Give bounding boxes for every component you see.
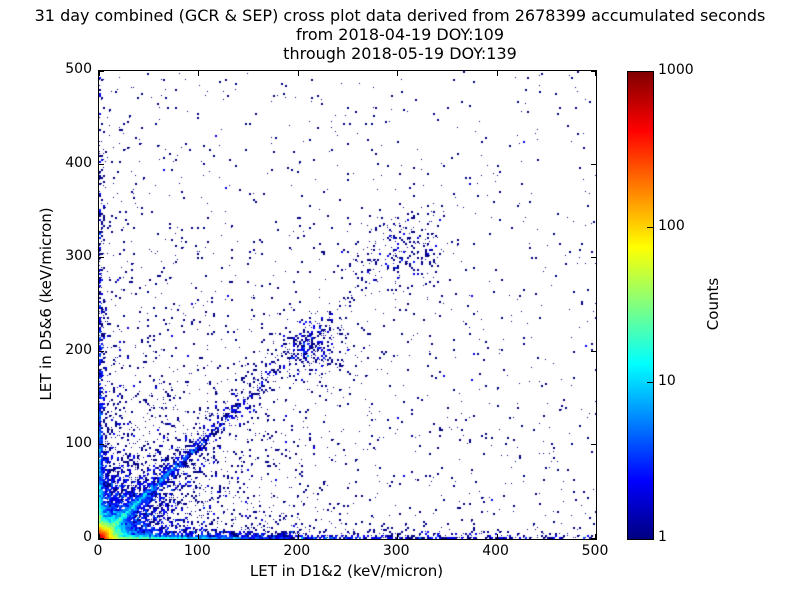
x-tick-label: 0 (93, 543, 103, 559)
y-tick-label: 300 (65, 248, 92, 265)
tick-mark (198, 534, 199, 539)
x-axis-label: LET in D1&2 (keV/micron) (249, 562, 444, 580)
x-tick-label: 100 (184, 543, 211, 559)
x-tick-label: 300 (382, 543, 410, 559)
colorbar-tick-label: 1 (658, 529, 667, 545)
tick-mark (99, 538, 104, 539)
x-tick-label: 200 (283, 543, 311, 559)
tick-mark (497, 534, 498, 539)
tick-mark (99, 164, 104, 165)
y-tick-label: 500 (65, 61, 92, 77)
plot-area (98, 70, 597, 540)
colorbar (627, 71, 654, 540)
tick-mark (591, 257, 596, 258)
tick-mark (595, 71, 596, 76)
tick-mark (397, 534, 398, 539)
tick-mark (591, 164, 596, 165)
tick-mark (591, 71, 596, 72)
tick-mark (99, 444, 104, 445)
x-tick-label: 400 (482, 543, 509, 559)
chart-title-line-1: 31 day combined (GCR & SEP) cross plot d… (34, 6, 766, 25)
y-tick-label: 200 (65, 341, 92, 358)
tick-mark (298, 534, 299, 539)
tick-mark (298, 71, 299, 76)
tick-mark (591, 538, 596, 539)
x-tick-label: 500 (581, 543, 609, 559)
tick-mark (99, 534, 100, 539)
y-tick-label: 400 (65, 154, 92, 171)
colorbar-tick-mark (647, 382, 653, 384)
tick-mark (99, 71, 104, 72)
y-axis-label: LET in D5&6 (keV/micron) (37, 207, 55, 401)
y-tick-label: 0 (83, 529, 92, 545)
colorbar-tick-label: 100 (658, 217, 685, 234)
tick-mark (198, 71, 199, 76)
chart-title-line-3: through 2018-05-19 DOY:139 (283, 44, 517, 63)
tick-mark (591, 351, 596, 352)
tick-mark (397, 71, 398, 76)
colorbar-tick-label: 1000 (658, 62, 694, 78)
colorbar-axis-label: Counts (704, 277, 722, 331)
colorbar-tick-mark (647, 226, 653, 228)
chart-title-line-2: from 2018-04-19 DOY:109 (295, 25, 504, 44)
tick-mark (595, 534, 596, 539)
y-tick-label: 100 (65, 435, 92, 452)
tick-mark (99, 71, 100, 76)
tick-mark (591, 444, 596, 445)
tick-mark (99, 257, 104, 258)
scatter-density-canvas (99, 71, 596, 539)
tick-mark (497, 71, 498, 76)
colorbar-tick-label: 10 (658, 373, 676, 390)
tick-mark (99, 351, 104, 352)
